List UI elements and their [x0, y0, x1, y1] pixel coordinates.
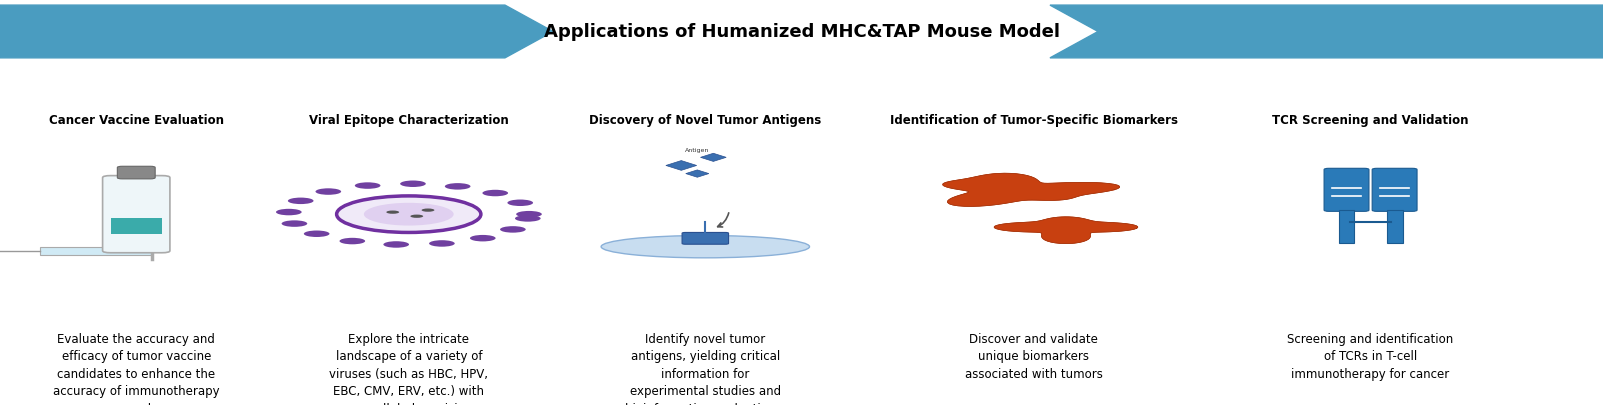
Ellipse shape	[601, 236, 810, 258]
Circle shape	[316, 189, 341, 195]
Circle shape	[340, 238, 365, 245]
Polygon shape	[665, 161, 697, 171]
Circle shape	[276, 209, 301, 216]
Circle shape	[383, 242, 409, 248]
Circle shape	[305, 231, 330, 237]
Text: Explore the intricate
landscape of a variety of
viruses (such as HBC, HPV,
EBC, : Explore the intricate landscape of a var…	[329, 332, 489, 405]
Circle shape	[354, 183, 380, 190]
Circle shape	[401, 181, 426, 188]
Text: Applications of Humanized MHC&TAP Mouse Model: Applications of Humanized MHC&TAP Mouse …	[543, 23, 1060, 41]
Circle shape	[337, 196, 481, 233]
Polygon shape	[994, 217, 1138, 244]
Circle shape	[515, 215, 540, 222]
Circle shape	[289, 198, 314, 205]
Text: Screening and identification
of TCRs in T-cell
immunotherapy for cancer: Screening and identification of TCRs in …	[1287, 332, 1454, 380]
FancyBboxPatch shape	[683, 233, 728, 245]
Circle shape	[470, 235, 495, 242]
Circle shape	[446, 183, 471, 190]
Circle shape	[483, 190, 508, 197]
Polygon shape	[701, 154, 726, 162]
Text: Discover and validate
unique biomarkers
associated with tumors: Discover and validate unique biomarkers …	[965, 332, 1103, 380]
Circle shape	[282, 221, 308, 227]
FancyBboxPatch shape	[1339, 211, 1355, 243]
Text: Evaluate the accuracy and
efficacy of tumor vaccine
candidates to enhance the
ac: Evaluate the accuracy and efficacy of tu…	[53, 332, 220, 405]
Circle shape	[430, 241, 455, 247]
Circle shape	[422, 209, 434, 212]
Circle shape	[500, 227, 526, 233]
Text: Viral Epitope Characterization: Viral Epitope Characterization	[309, 113, 508, 126]
FancyBboxPatch shape	[1372, 169, 1417, 212]
Polygon shape	[1050, 6, 1603, 59]
Circle shape	[386, 211, 399, 214]
FancyBboxPatch shape	[1324, 169, 1369, 212]
Circle shape	[364, 203, 454, 226]
Polygon shape	[943, 174, 1119, 207]
Text: Identification of Tumor-Specific Biomarkers: Identification of Tumor-Specific Biomark…	[890, 113, 1178, 126]
Circle shape	[516, 211, 542, 218]
Circle shape	[508, 200, 534, 207]
FancyBboxPatch shape	[117, 167, 155, 179]
Text: Antigen: Antigen	[684, 148, 710, 153]
Circle shape	[410, 215, 423, 218]
Text: Discovery of Novel Tumor Antigens: Discovery of Novel Tumor Antigens	[590, 113, 821, 126]
Polygon shape	[686, 171, 709, 178]
FancyBboxPatch shape	[40, 248, 152, 255]
FancyBboxPatch shape	[111, 219, 162, 235]
FancyBboxPatch shape	[1387, 211, 1403, 243]
Text: Identify novel tumor
antigens, yielding critical
information for
experimental st: Identify novel tumor antigens, yielding …	[625, 332, 785, 405]
Text: Cancer Vaccine Evaluation: Cancer Vaccine Evaluation	[48, 113, 224, 126]
Polygon shape	[0, 6, 553, 59]
Text: TCR Screening and Validation: TCR Screening and Validation	[1273, 113, 1468, 126]
FancyBboxPatch shape	[103, 176, 170, 253]
